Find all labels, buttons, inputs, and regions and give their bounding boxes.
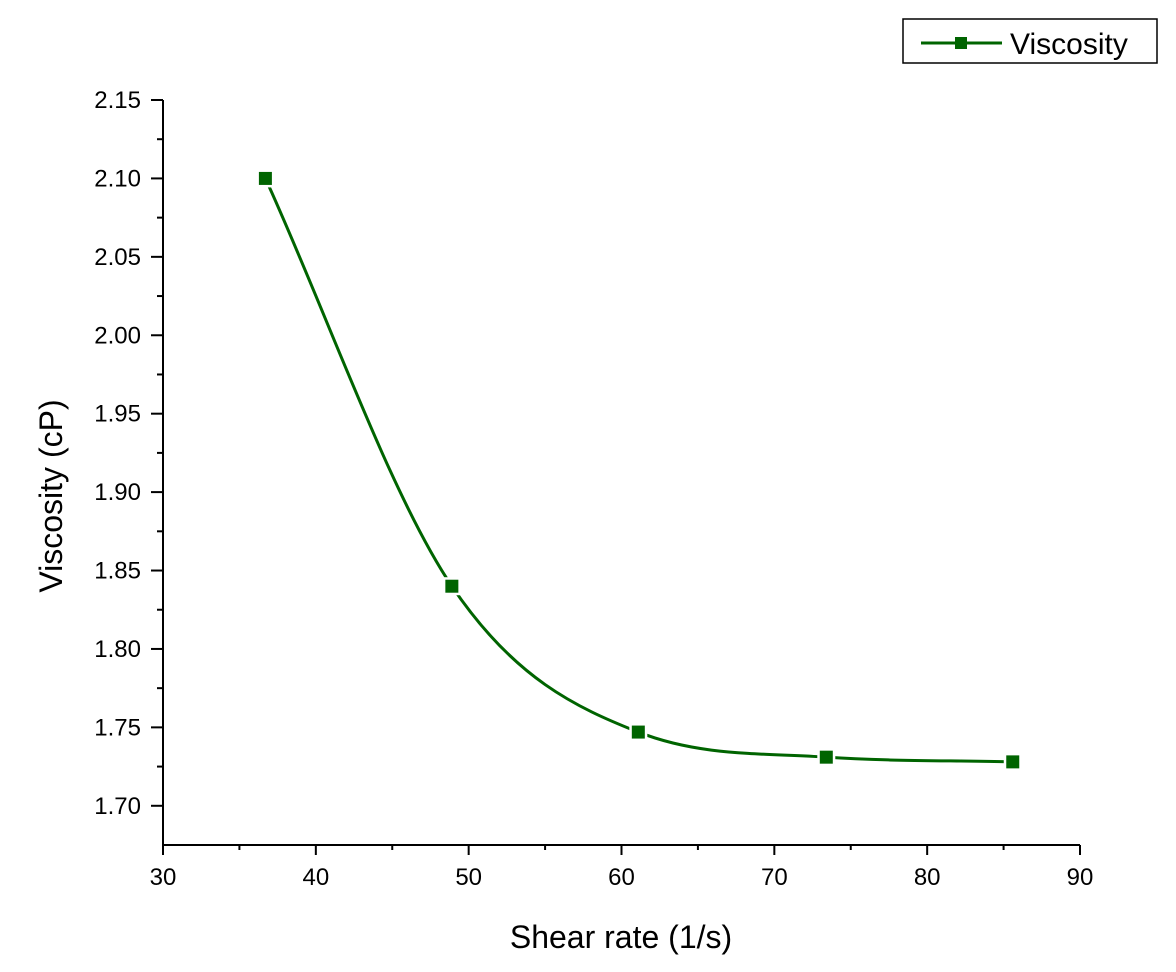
legend-marker-square xyxy=(955,37,967,49)
y-tick-label: 1.80 xyxy=(94,636,141,663)
data-point xyxy=(445,579,459,593)
data-point xyxy=(819,750,833,764)
x-tick-label: 70 xyxy=(761,864,788,891)
y-tick-label: 2.10 xyxy=(94,165,141,192)
legend-label: Viscosity xyxy=(1010,28,1128,61)
y-tick-label: 2.00 xyxy=(94,322,141,349)
data-point xyxy=(631,725,645,739)
x-tick-label: 50 xyxy=(455,864,482,891)
y-tick-label: 1.85 xyxy=(94,558,141,585)
x-tick-label: 80 xyxy=(914,864,941,891)
y-tick-label: 1.70 xyxy=(94,793,141,820)
data-point xyxy=(258,171,272,185)
series xyxy=(264,177,1013,764)
y-axis-title: Viscosity (cP) xyxy=(33,399,69,592)
legend-box xyxy=(902,18,1158,64)
y-tick-label: 1.90 xyxy=(94,479,141,506)
x-axis-title: Shear rate (1/s) xyxy=(510,919,732,955)
markers xyxy=(256,169,1022,771)
data-point xyxy=(1006,755,1020,769)
legend: Viscosity xyxy=(902,18,1158,64)
x-tick-label: 40 xyxy=(302,864,329,891)
y-tick-label: 2.15 xyxy=(94,87,141,114)
axes xyxy=(162,100,1080,846)
x-tick-label: 30 xyxy=(150,864,177,891)
x-tick-label: 90 xyxy=(1067,864,1094,891)
series-line-viscosity xyxy=(264,177,1013,764)
y-tick-label: 2.05 xyxy=(94,244,141,271)
x-tick-label: 60 xyxy=(608,864,635,891)
y-tick-label: 1.75 xyxy=(94,714,141,741)
ticks: 30 40 50 60 70 80 90 1.70 1.75 1.80 1.85 1.90 1.95 2.… xyxy=(94,87,1093,891)
y-tick-label: 1.95 xyxy=(94,401,141,428)
